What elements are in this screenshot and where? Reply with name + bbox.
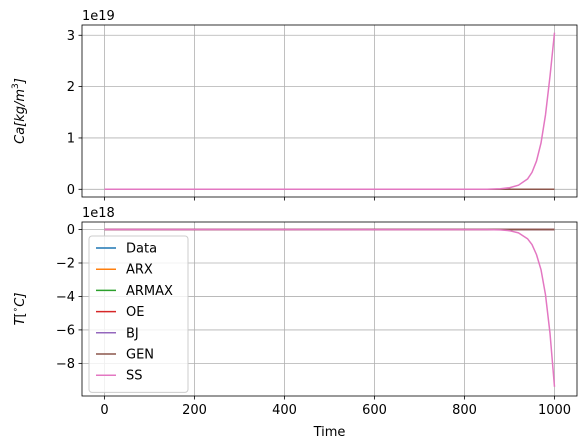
top-subplot: 0 1 2 3 1e19 Ca[kg/m3] bbox=[11, 9, 578, 201]
bottom-series-lines bbox=[104, 228, 556, 387]
legend-label-oe: OE bbox=[126, 305, 144, 320]
top-y-axis-label: Ca[kg/m3] bbox=[11, 78, 28, 144]
bottom-y-tick-label: 0 bbox=[67, 223, 75, 238]
top-y-tick-label: 2 bbox=[67, 80, 75, 95]
bottom-y-tick-label: −2 bbox=[56, 256, 75, 271]
bottom-y-tick-label: −4 bbox=[56, 290, 75, 305]
bottom-axes-frame bbox=[81, 221, 578, 397]
bottom-x-tick-label: 800 bbox=[452, 403, 477, 418]
legend-label-arx: ARX bbox=[126, 263, 153, 278]
bottom-x-tick-label: 200 bbox=[182, 403, 207, 418]
top-series-lines bbox=[104, 32, 556, 191]
top-offset-text: 1e19 bbox=[82, 9, 115, 24]
bottom-subplot: 0 −2 −4 −6 −8 0 200 400 600 800 1000 1e18 T[∘C] Ti… bbox=[11, 206, 578, 440]
bottom-series-line-ss bbox=[104, 228, 556, 387]
top-y-tick-label: 0 bbox=[67, 183, 75, 198]
x-axis-label: Time bbox=[313, 425, 346, 440]
bottom-x-tick-label: 0 bbox=[100, 403, 108, 418]
bottom-x-tick-label: 1000 bbox=[538, 403, 571, 418]
bottom-offset-text: 1e18 bbox=[82, 206, 115, 221]
bottom-x-tick-label: 600 bbox=[362, 403, 387, 418]
bottom-y-tick-label: −6 bbox=[56, 323, 75, 338]
top-y-tick-label: 1 bbox=[67, 131, 75, 146]
legend-label-data: Data bbox=[126, 242, 157, 257]
bottom-y-tick-label: −8 bbox=[56, 357, 75, 372]
legend-label-armax: ARMAX bbox=[126, 284, 173, 299]
top-series-line-ss bbox=[104, 32, 556, 191]
bottom-y-axis-label: T[∘C] bbox=[11, 293, 28, 326]
legend-label-bj: BJ bbox=[126, 326, 139, 341]
legend: Data ARX ARMAX OE BJ GEN SS bbox=[88, 235, 189, 393]
bottom-x-tick-label: 400 bbox=[272, 403, 297, 418]
legend-label-gen: GEN bbox=[126, 348, 154, 363]
top-axes-frame bbox=[81, 24, 578, 198]
legend-label-ss: SS bbox=[126, 369, 143, 384]
bottom-ticks: 0 −2 −4 −6 −8 0 200 400 600 800 1000 bbox=[56, 223, 571, 418]
top-y-tick-label: 3 bbox=[67, 29, 75, 44]
top-ticks: 0 1 2 3 bbox=[67, 29, 555, 201]
